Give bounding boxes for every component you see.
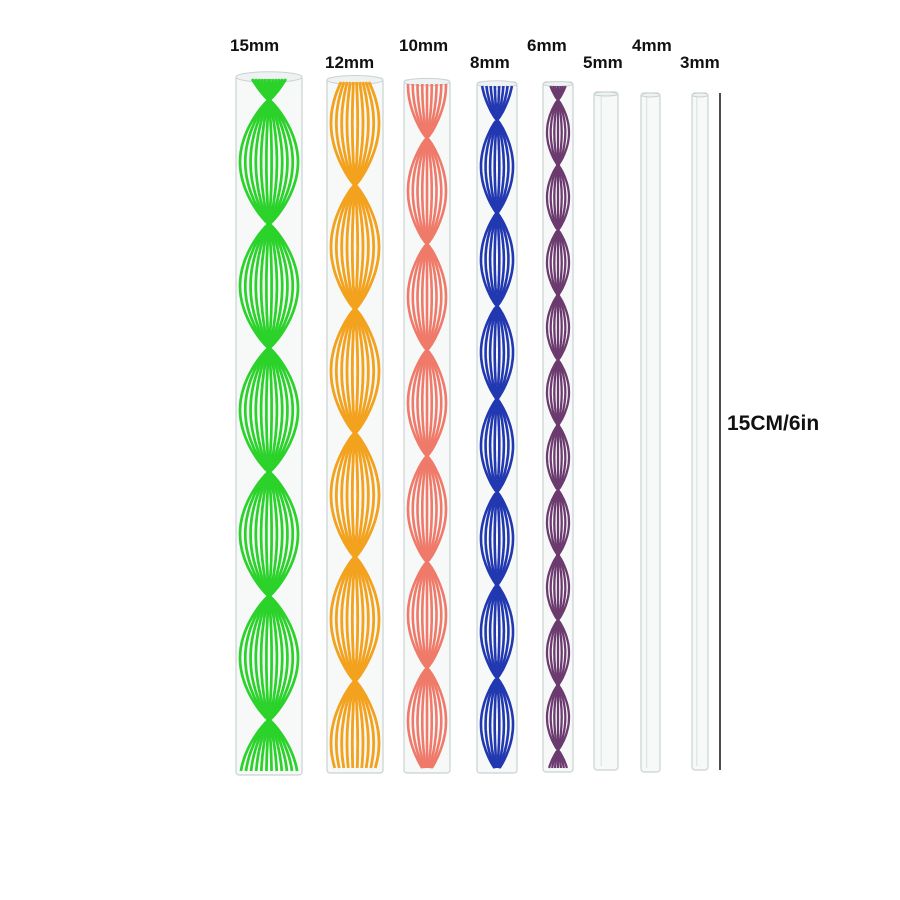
rod-label-8mm: 8mm	[470, 53, 510, 72]
rod-stripe	[420, 84, 429, 769]
rod-5mm	[593, 91, 619, 771]
rod-8mm	[476, 80, 518, 774]
rod-label-12mm: 12mm	[325, 53, 375, 72]
rod-end	[235, 71, 303, 83]
rod-stripe	[406, 84, 429, 769]
rod-end	[542, 81, 574, 87]
rod-stripe	[265, 78, 271, 772]
rod-stripe	[269, 78, 300, 772]
rod-stripe	[495, 85, 510, 769]
rod-stripe	[249, 78, 270, 772]
rod-stripe	[350, 81, 357, 769]
rod-label-6mm: 6mm	[527, 36, 567, 55]
rod-label-15mm: 15mm	[230, 36, 280, 55]
rod-stripe	[353, 81, 360, 769]
rod-15mm	[235, 71, 303, 776]
rod-4mm	[640, 92, 661, 773]
rod-stripe	[484, 85, 499, 769]
rod-stripe	[268, 78, 284, 772]
rod-stripe	[243, 78, 270, 772]
rod-stripe	[493, 86, 499, 769]
rod-stripe	[556, 85, 571, 769]
rod-stripe	[268, 78, 289, 772]
rod-stripe	[495, 85, 506, 769]
rod-stripe	[267, 78, 273, 772]
rod-stripe	[425, 84, 434, 769]
rod-3mm	[691, 92, 709, 771]
rod-stripe	[345, 81, 357, 769]
rod-label-10mm: 10mm	[399, 36, 449, 55]
rod-stripe	[354, 81, 381, 769]
rod-stripe	[268, 78, 279, 772]
rod-stripe	[259, 78, 270, 772]
rod-stripe	[425, 84, 443, 769]
rod-body	[593, 91, 619, 771]
rod-stripe	[416, 84, 429, 769]
rod-stripe	[479, 85, 499, 769]
rod-stripe	[488, 85, 499, 769]
rod-12mm	[326, 75, 384, 774]
rod-end	[593, 91, 619, 97]
rod-end	[326, 75, 384, 85]
rod-stripe	[425, 84, 448, 769]
rod-6mm	[542, 81, 574, 773]
rod-stripe	[268, 78, 295, 772]
rod-stripe	[425, 84, 438, 769]
rod-end	[691, 92, 709, 98]
rod-10mm	[403, 77, 451, 774]
rod-stripe	[411, 84, 429, 769]
rod-label-5mm: 5mm	[583, 53, 623, 72]
rod-stripe	[254, 78, 270, 772]
rod-label-3mm: 3mm	[680, 53, 720, 72]
rod-stripe	[340, 81, 356, 769]
rod-label-4mm: 4mm	[632, 36, 672, 55]
rod-stripe	[495, 85, 515, 769]
rod-end	[640, 92, 661, 98]
rod-end	[476, 80, 518, 88]
rod-body	[640, 92, 661, 773]
rod-stripe	[238, 78, 269, 772]
rod-stripe	[495, 86, 501, 769]
length-label: 15CM/6in	[727, 412, 820, 435]
rod-body	[691, 92, 709, 771]
